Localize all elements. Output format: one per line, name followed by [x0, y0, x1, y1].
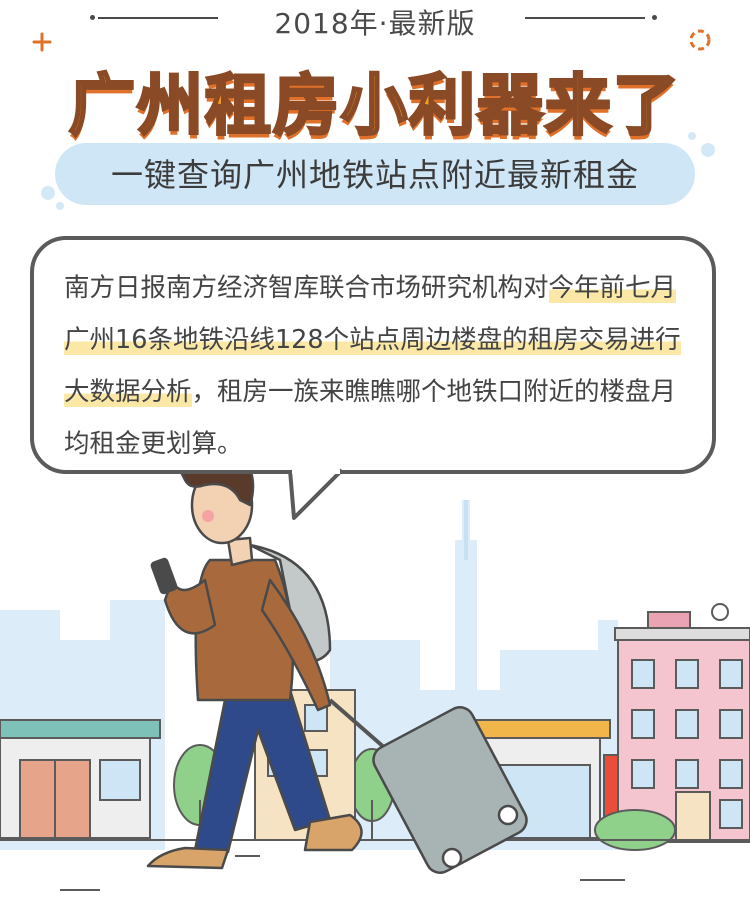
traditional-building — [0, 719, 161, 839]
speech-bubble-tail — [288, 468, 344, 520]
bubble-dot — [56, 202, 64, 210]
pink-building — [614, 603, 750, 843]
bubble-dot — [701, 143, 715, 157]
left-rule-dot — [90, 15, 95, 20]
subtitle-pill — [55, 143, 695, 205]
bubble-dot — [688, 132, 696, 140]
intro-text-part2: ，租房一族来瞧瞧哪个地铁口附近的楼盘月均租金更划算。 — [64, 377, 677, 459]
right-rule — [525, 17, 645, 19]
right-rule-dot — [652, 15, 657, 20]
bubble-dot — [41, 186, 55, 200]
subtitle: 一键查询广州地铁站点附近最新租金 — [110, 156, 639, 194]
year-banner: 2018年·最新版 — [0, 0, 750, 40]
walking-man-figure — [146, 450, 528, 874]
main-title: 广州租房小利器来了 — [68, 66, 681, 146]
left-rule — [98, 17, 218, 19]
ring-decoration-icon — [689, 29, 711, 51]
intro-paragraph: 南方日报南方经济智库联合市场研究机构对今年前七月广州16条地铁沿线128个站点周… — [64, 262, 694, 470]
intro-text-part1: 南方日报南方经济智库联合市场研究机构对 — [64, 273, 549, 303]
year-label: 2018年·最新版 — [274, 7, 476, 40]
bush — [594, 809, 676, 851]
plus-decoration-icon — [32, 32, 52, 52]
